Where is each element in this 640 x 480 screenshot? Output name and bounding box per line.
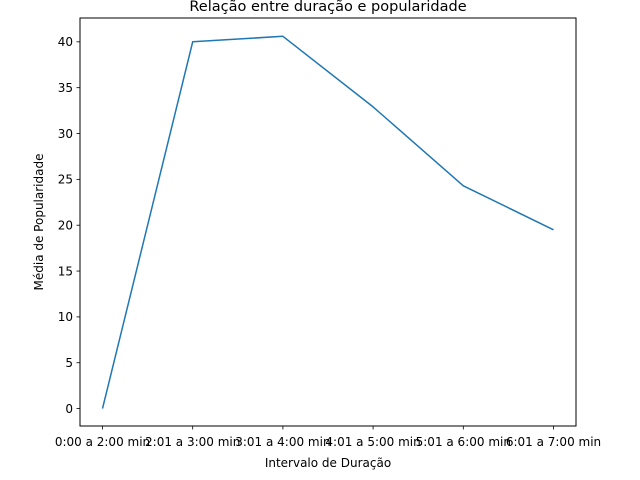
series-line — [101, 35, 554, 409]
plot-area — [79, 17, 577, 427]
y-tick-label: 15 — [58, 264, 73, 278]
y-tick-label: 25 — [58, 173, 73, 187]
x-tick-label: 2:01 a 3:00 min — [145, 435, 240, 449]
x-axis-label: Intervalo de Duração — [265, 456, 391, 470]
y-tick-label: 5 — [65, 356, 73, 370]
x-tick-label: 3:01 a 4:00 min — [235, 435, 330, 449]
y-tick-label: 40 — [58, 35, 73, 49]
y-axis-label: Média de Popularidade — [32, 154, 46, 291]
y-tick-label: 10 — [58, 310, 73, 324]
y-tick-label: 20 — [58, 219, 73, 233]
y-tick-label: 35 — [58, 81, 73, 95]
x-tick-label: 4:01 a 5:00 min — [325, 435, 420, 449]
series-layer — [101, 35, 554, 409]
x-tick-label: 5:01 a 6:00 min — [416, 435, 511, 449]
chart-title: Relação entre duração e popularidade — [189, 0, 466, 15]
y-tick-label: 0 — [65, 402, 73, 416]
y-tick-label: 30 — [58, 127, 73, 141]
x-tick-label: 6:01 a 7:00 min — [506, 435, 601, 449]
x-tick-label: 0:00 a 2:00 min — [55, 435, 150, 449]
y-axis: 0 5 10 15 20 25 30 35 40 — [58, 35, 80, 416]
